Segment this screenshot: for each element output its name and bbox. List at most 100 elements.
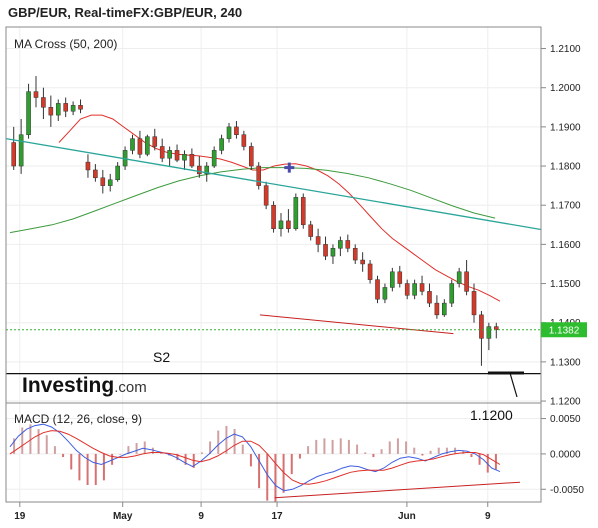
candle-body <box>41 97 46 108</box>
time-tick-label: 17 <box>271 511 283 522</box>
candle-body <box>100 177 106 186</box>
candle-body <box>263 185 269 206</box>
candle-body <box>189 154 195 167</box>
s2-label: S2 <box>153 349 170 365</box>
macd-tick-label: 0.0000 <box>550 449 581 460</box>
macd-histogram-bar <box>470 453 473 458</box>
macd-histogram-bar <box>478 453 481 465</box>
macd-histogram-bar <box>307 446 310 454</box>
candle-body <box>85 161 91 171</box>
macd-histogram-bar <box>396 438 399 454</box>
candle-body <box>11 142 17 167</box>
candle-body <box>241 134 247 147</box>
macd-histogram-bar <box>111 453 114 465</box>
macd-histogram-bar <box>119 453 122 455</box>
candle-body <box>434 302 440 316</box>
ma-fast-line <box>58 114 501 302</box>
candle-body <box>18 134 24 167</box>
candle-body <box>449 283 455 304</box>
macd-histogram-bar <box>45 435 48 454</box>
price-tick-label: 1.1300 <box>550 357 581 368</box>
macd-histogram-bar <box>405 441 408 454</box>
macd-histogram-bar <box>249 453 252 467</box>
macd-histogram-bar <box>151 447 154 454</box>
macd-histogram-bar <box>266 453 269 501</box>
macd-histogram-bar <box>233 429 236 454</box>
macd-histogram-bar <box>388 441 391 454</box>
macd-histogram-bar <box>200 452 203 454</box>
candle-body <box>323 244 328 257</box>
drawn-lines <box>5 137 542 398</box>
time-tick-label: 9 <box>485 511 491 522</box>
candle-body <box>412 283 417 296</box>
price-tick-label: 1.1800 <box>550 162 581 173</box>
descending-trendline <box>5 137 542 231</box>
macd-histogram-bar <box>339 438 342 454</box>
candle-body <box>78 105 83 110</box>
candle-body <box>159 146 165 159</box>
macd-histogram-bar <box>70 453 73 470</box>
time-tick-label: Jun <box>398 511 416 522</box>
price-tick-label: 1.1600 <box>550 240 581 251</box>
candle-body <box>278 220 284 229</box>
macd-histogram-bar <box>274 453 277 503</box>
candle-body <box>55 103 61 116</box>
price-tick-label: 1.1700 <box>550 201 581 212</box>
ma-cross-label: MA Cross (50, 200) <box>14 37 117 51</box>
last-price-badge <box>541 322 587 338</box>
candle-body <box>26 91 31 135</box>
macd-histogram-bar <box>94 453 97 486</box>
macd-histogram-bar <box>209 441 212 454</box>
candle-body <box>226 126 232 139</box>
candle-body <box>145 136 150 155</box>
candle-body <box>182 154 187 161</box>
macd-histogram-bar <box>53 446 56 454</box>
support-line <box>259 314 454 335</box>
brand-suffix: .com <box>114 379 147 396</box>
candle-body <box>456 271 462 284</box>
price-tick-label: 1.2000 <box>550 83 581 94</box>
macd-tick-label: 0.0050 <box>550 414 581 425</box>
ma-slow-line <box>9 167 496 234</box>
macd-histogram-bar <box>21 427 24 454</box>
candle-body <box>427 291 432 304</box>
candle-body <box>107 179 113 186</box>
candle-body <box>390 271 395 288</box>
macd-histogram-bar <box>282 453 285 493</box>
candle-body <box>197 165 202 175</box>
candle-body <box>442 302 447 316</box>
price-tick-label: 1.1500 <box>550 279 581 290</box>
macd-histogram-bar <box>421 453 424 456</box>
macd-histogram-bar <box>86 453 89 486</box>
candle-body <box>352 248 358 261</box>
plot-frame <box>5 26 542 503</box>
axis-labels: 1.2100 1.2000 1.1900 1.1800 1.1700 1.1600 1.15… <box>14 44 584 522</box>
macd-histogram-bar <box>356 444 359 454</box>
candle-body <box>315 236 321 245</box>
candle-body <box>345 240 351 249</box>
candle-body <box>367 263 373 280</box>
candle-body <box>464 271 469 292</box>
candle-body <box>471 291 477 316</box>
macd-label: MACD (12, 26, close, 9) <box>14 412 142 426</box>
price-tick-label: 1.1200 <box>550 397 581 408</box>
macd-histogram-bar <box>217 430 220 454</box>
target-pointer <box>509 372 518 398</box>
time-tick-label: 9 <box>198 511 204 522</box>
macd-histogram-bar <box>429 450 432 454</box>
candle-body <box>404 283 410 296</box>
macd-histogram-bar <box>143 441 146 454</box>
target-label: 1.1200 <box>470 407 513 423</box>
macd-histogram-bar <box>102 453 105 481</box>
macd-histogram-bar <box>347 439 350 454</box>
brand-logo: Investing.com <box>22 374 147 397</box>
macd-histogram-bar <box>13 438 16 454</box>
time-tick-label: 19 <box>14 511 26 522</box>
macd-histogram-bar <box>225 425 228 454</box>
macd-histogram-bar <box>29 424 32 454</box>
candle-body <box>248 146 254 167</box>
candle-body <box>419 283 425 292</box>
macd-histogram-bar <box>241 444 244 454</box>
macd-histogram-bar <box>37 429 40 454</box>
